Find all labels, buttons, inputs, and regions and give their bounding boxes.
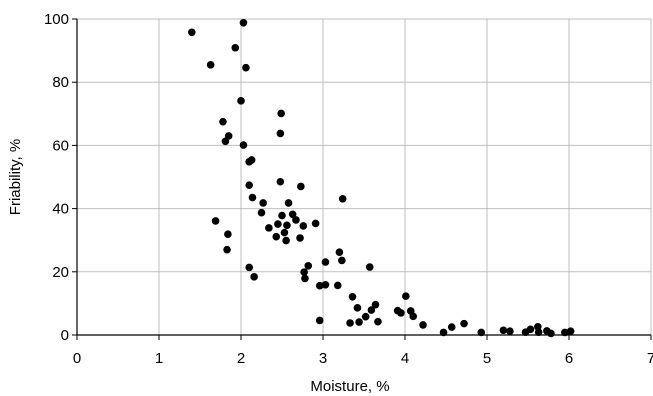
data-point <box>311 219 320 228</box>
x-tick-label: 2 <box>237 350 245 367</box>
data-point <box>224 230 232 238</box>
data-point <box>315 281 324 290</box>
data-point <box>300 268 308 276</box>
data-point <box>248 193 257 202</box>
data-point <box>315 316 324 325</box>
y-tick-label: 100 <box>44 11 69 28</box>
y-axis-label: Friability, % <box>7 139 24 215</box>
data-point <box>206 61 215 69</box>
data-point <box>250 273 258 281</box>
data-point <box>402 292 410 300</box>
data-point <box>333 281 342 290</box>
x-tick-label: 5 <box>483 350 491 367</box>
data-point <box>348 292 357 301</box>
x-tick-label: 7 <box>647 350 653 367</box>
axes <box>72 18 652 340</box>
x-axis-label: Moisture, % <box>310 378 389 395</box>
data-point <box>304 261 313 270</box>
data-point <box>355 318 363 326</box>
data-point <box>247 156 256 164</box>
x-tick-label: 1 <box>155 350 163 367</box>
data-point <box>477 328 486 337</box>
y-tick-label: 0 <box>61 327 69 344</box>
data-point <box>409 312 418 321</box>
data-point <box>447 323 456 331</box>
data-point <box>361 312 370 321</box>
data-point <box>353 304 362 312</box>
y-tick-label: 60 <box>52 137 69 154</box>
data-point <box>245 263 253 272</box>
data-point <box>276 129 285 138</box>
data-point <box>335 248 344 257</box>
data-point <box>288 210 297 219</box>
data-point <box>276 177 285 186</box>
y-tick-label: 40 <box>52 201 69 218</box>
data-points <box>188 18 575 338</box>
y-tick-label: 20 <box>52 264 69 281</box>
data-point <box>365 263 374 271</box>
data-point <box>367 306 376 314</box>
data-point <box>280 228 289 237</box>
data-point <box>278 211 286 220</box>
data-point <box>211 217 220 225</box>
data-point <box>272 232 281 241</box>
x-tick-labels: 0 1 2 3 4 5 6 7 <box>73 350 653 367</box>
data-point <box>292 216 300 224</box>
data-point <box>460 319 468 328</box>
data-point <box>259 199 267 207</box>
data-point <box>265 224 273 232</box>
y-tick-labels: 0 20 40 60 80 100 <box>44 11 69 344</box>
data-point <box>274 220 282 228</box>
x-tick-label: 4 <box>401 350 409 367</box>
data-point <box>499 326 508 335</box>
data-point <box>561 328 569 337</box>
data-point <box>321 280 330 289</box>
data-point <box>419 321 427 329</box>
data-point <box>257 208 266 217</box>
data-point <box>534 328 543 336</box>
x-tick-label: 6 <box>565 350 573 367</box>
data-point <box>245 181 253 190</box>
data-point <box>237 97 245 105</box>
data-point <box>374 317 382 326</box>
data-point <box>566 327 575 336</box>
data-point <box>301 274 309 283</box>
data-point <box>299 222 308 230</box>
data-point <box>223 245 231 254</box>
y-tick-label: 80 <box>52 74 69 91</box>
data-point <box>338 195 347 203</box>
data-point <box>397 309 405 317</box>
data-point <box>283 221 291 230</box>
data-point <box>321 258 330 266</box>
data-point <box>221 137 230 146</box>
data-point <box>296 234 304 242</box>
x-tick-label: 0 <box>73 350 81 367</box>
data-point <box>346 319 354 327</box>
data-point <box>239 141 248 149</box>
data-point <box>526 325 535 334</box>
data-point <box>231 43 240 52</box>
grid-lines <box>77 18 652 335</box>
data-point <box>188 28 196 37</box>
data-point <box>547 329 555 338</box>
data-point <box>282 236 290 245</box>
data-point <box>219 117 227 126</box>
data-point <box>284 199 293 207</box>
data-point <box>371 300 380 309</box>
data-point <box>242 63 250 72</box>
data-point <box>439 328 448 337</box>
data-point <box>239 18 248 27</box>
x-tick-label: 3 <box>319 350 327 367</box>
data-point <box>506 327 514 336</box>
data-point <box>338 256 346 265</box>
data-point <box>297 182 305 191</box>
data-point <box>277 109 285 118</box>
